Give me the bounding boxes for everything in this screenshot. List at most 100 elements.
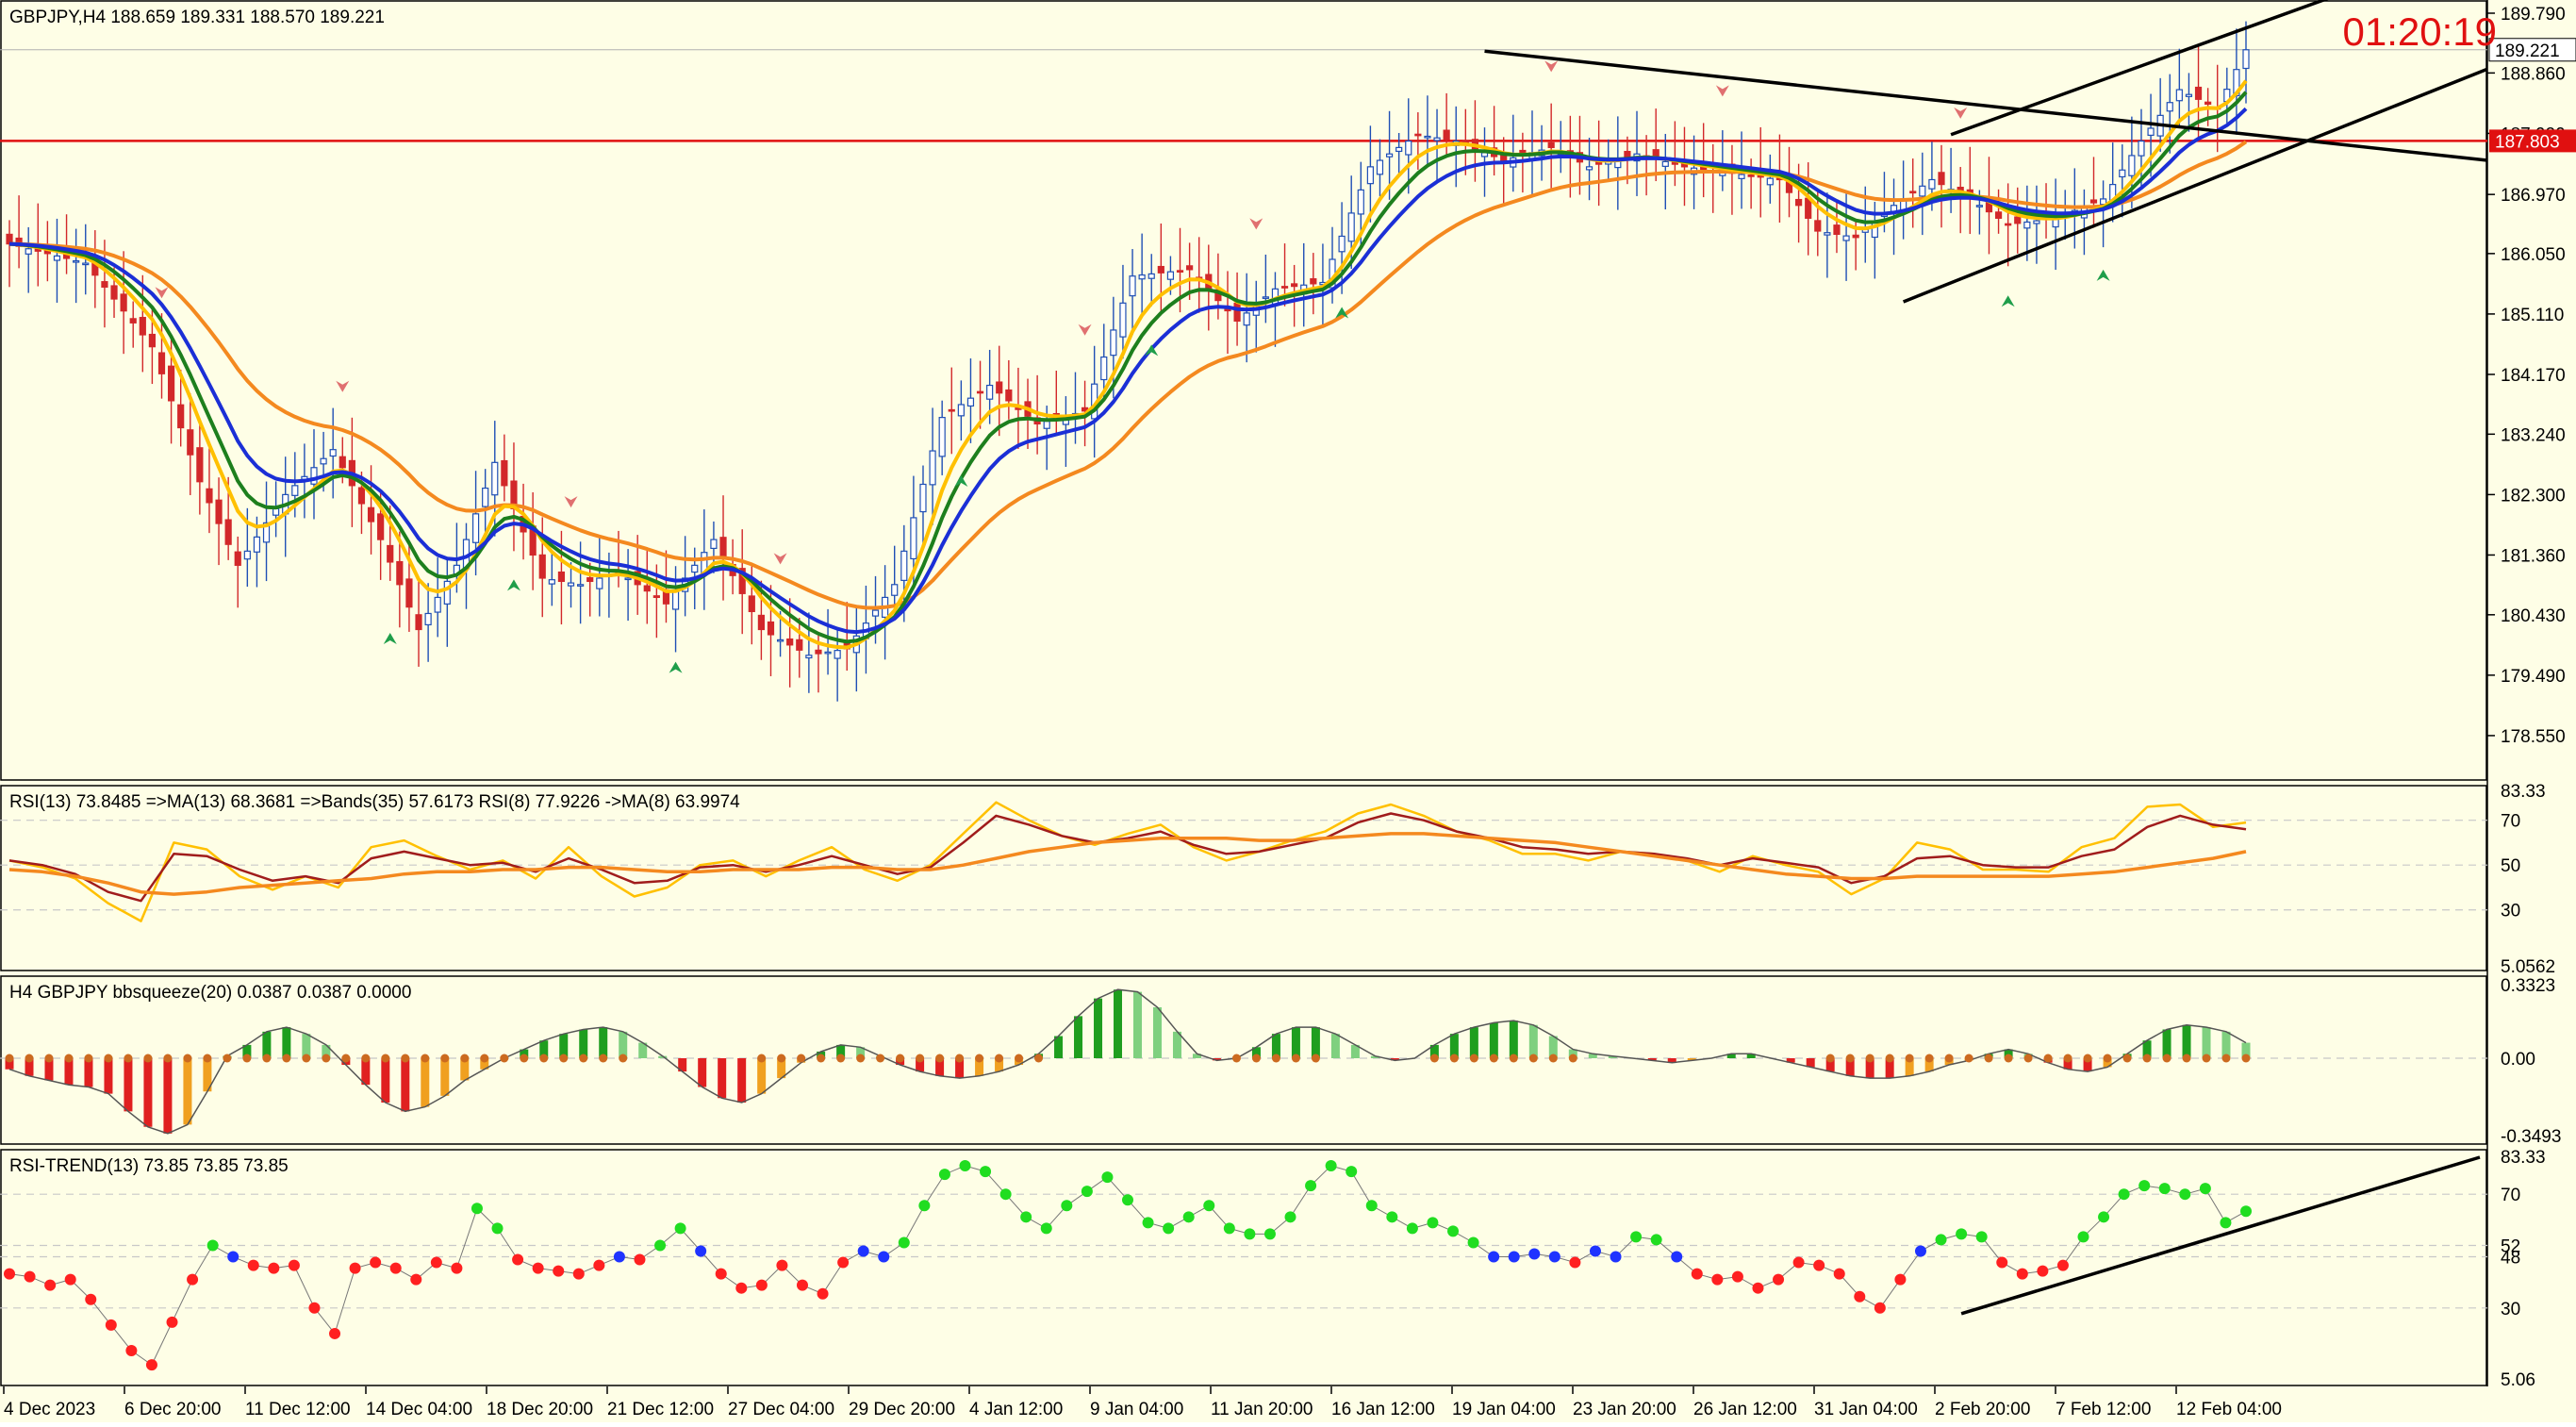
rsi-header: RSI(13) 73.8485 =>MA(13) 68.3681 =>Bands… [9, 792, 740, 812]
trend-tick-label: 83.33 [2501, 1148, 2546, 1168]
candle [387, 505, 394, 581]
trend-dot [44, 1279, 57, 1291]
squeeze-dot [322, 1054, 331, 1063]
candle [310, 429, 318, 520]
price-tick-label: 181.360 [2501, 546, 2566, 566]
squeeze-outline [8, 988, 2247, 1135]
squeeze-dot [282, 1054, 291, 1063]
candle [643, 551, 651, 624]
candle [1376, 139, 1384, 197]
candle [2185, 73, 2193, 132]
squeeze-dot [876, 1054, 885, 1063]
trend-dot [553, 1265, 565, 1277]
trend-dot [187, 1273, 199, 1286]
buy-arrow-icon [2096, 269, 2110, 281]
trend-dot [206, 1239, 219, 1252]
candle [1262, 254, 1269, 324]
squeeze-dot [1251, 1054, 1261, 1063]
trend-dot [1731, 1270, 1743, 1283]
price-tick-label: 178.550 [2501, 727, 2566, 747]
candle [567, 562, 575, 608]
trend-dot [1833, 1268, 1845, 1280]
sell-arrow-icon [773, 553, 787, 565]
trend-dot [1813, 1259, 1825, 1271]
trend-dot [1854, 1290, 1866, 1303]
trend-dot [817, 1287, 829, 1300]
price-label-bg [2488, 38, 2576, 62]
squeeze-dot [1984, 1054, 1993, 1063]
trend-tick-label: 70 [2501, 1186, 2520, 1205]
candle [1909, 158, 1917, 228]
support-label-bg [2489, 129, 2576, 153]
candle [139, 274, 146, 373]
squeeze-dot [2142, 1054, 2152, 1063]
trend-dot [308, 1302, 321, 1314]
trend-dot [755, 1279, 768, 1291]
squeeze-dot [619, 1054, 628, 1063]
trend-dot [2016, 1268, 2028, 1280]
trend-dot [837, 1256, 850, 1269]
squeeze-dot [1885, 1054, 1894, 1063]
trend-dot [1650, 1234, 1662, 1246]
trend-dot [1914, 1245, 1926, 1257]
time-tick-label: 18 Dec 20:00 [487, 1400, 593, 1419]
candle [815, 635, 822, 693]
trend-dot [1956, 1228, 1968, 1240]
buy-arrow-icon [954, 474, 968, 487]
trend-dot [1548, 1251, 1560, 1263]
trend-dot [2220, 1217, 2232, 1229]
candle [1366, 125, 1374, 223]
trend-dot [1203, 1200, 1215, 1212]
trend-dot [4, 1268, 15, 1280]
candle [891, 545, 899, 611]
candle [796, 618, 803, 678]
trend-dot [532, 1262, 544, 1274]
squeeze-dot [2241, 1054, 2251, 1063]
rsi-tick-label: 30 [2501, 902, 2520, 921]
buy-arrow-icon [1145, 344, 1159, 357]
squeeze-dot [2122, 1054, 2132, 1063]
trend-dot [410, 1273, 422, 1286]
trend-dot [918, 1200, 931, 1212]
buy-arrow-icon [506, 579, 520, 591]
trend-dot [2077, 1231, 2089, 1243]
squeeze-dot [1469, 1054, 1478, 1063]
trend-dot [1528, 1248, 1541, 1260]
trend-dot [1182, 1211, 1195, 1223]
candle [2166, 74, 2173, 154]
chart-header: GBPJPY,H4 188.659 189.331 188.570 189.22… [9, 8, 385, 27]
candle [2089, 157, 2098, 228]
candle [367, 465, 375, 555]
squeeze-tick-label: -0.3493 [2501, 1127, 2561, 1147]
trend-dot [1040, 1222, 1052, 1235]
pane-frame-0 [0, 0, 2487, 781]
candle [482, 469, 489, 538]
candle [1138, 233, 1146, 314]
candle [415, 578, 422, 667]
price-tick-label: 186.970 [2501, 186, 2566, 206]
squeeze-dot [559, 1054, 569, 1063]
squeeze-dot [5, 1054, 14, 1063]
squeeze-dot [1905, 1054, 1914, 1063]
squeeze-dot [935, 1054, 945, 1063]
candle [157, 313, 166, 399]
squeeze-dot [242, 1054, 252, 1063]
candle [738, 529, 746, 635]
candle [1310, 253, 1317, 315]
sell-arrow-icon [1544, 60, 1559, 73]
candle [929, 407, 936, 525]
trend-dot [166, 1316, 178, 1328]
trend-dot [1508, 1251, 1520, 1263]
upper-resistance-line [1484, 49, 2488, 162]
trend-dot [370, 1256, 382, 1269]
candle [1395, 132, 1403, 174]
trend-dot [1610, 1251, 1622, 1263]
squeeze-dot [757, 1054, 767, 1063]
candle [2023, 185, 2031, 261]
squeeze-dot [2103, 1054, 2112, 1063]
time-tick-label: 29 Dec 20:00 [849, 1400, 955, 1419]
trend-dot [980, 1166, 992, 1178]
trend-dot [1346, 1166, 1358, 1178]
buy-arrow-icon [383, 632, 397, 644]
